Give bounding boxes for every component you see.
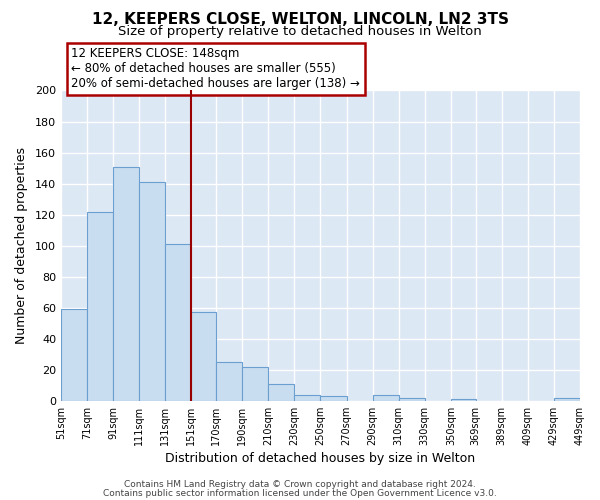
Bar	[268, 384, 295, 401]
Bar	[295, 394, 320, 401]
Bar	[61, 310, 87, 401]
Bar	[242, 366, 268, 401]
Bar	[191, 312, 216, 401]
Bar	[113, 166, 139, 401]
Bar	[216, 362, 242, 401]
Text: Size of property relative to detached houses in Welton: Size of property relative to detached ho…	[118, 25, 482, 38]
X-axis label: Distribution of detached houses by size in Welton: Distribution of detached houses by size …	[166, 452, 476, 465]
Text: 12 KEEPERS CLOSE: 148sqm
← 80% of detached houses are smaller (555)
20% of semi-: 12 KEEPERS CLOSE: 148sqm ← 80% of detach…	[71, 48, 360, 90]
Y-axis label: Number of detached properties: Number of detached properties	[15, 147, 28, 344]
Bar	[87, 212, 113, 401]
Text: Contains HM Land Registry data © Crown copyright and database right 2024.: Contains HM Land Registry data © Crown c…	[124, 480, 476, 489]
Bar	[451, 400, 476, 401]
Bar	[165, 244, 191, 401]
Text: 12, KEEPERS CLOSE, WELTON, LINCOLN, LN2 3TS: 12, KEEPERS CLOSE, WELTON, LINCOLN, LN2 …	[91, 12, 509, 28]
Bar	[554, 398, 580, 401]
Text: Contains public sector information licensed under the Open Government Licence v3: Contains public sector information licen…	[103, 488, 497, 498]
Bar	[373, 394, 399, 401]
Bar	[139, 182, 165, 401]
Bar	[320, 396, 347, 401]
Bar	[399, 398, 425, 401]
